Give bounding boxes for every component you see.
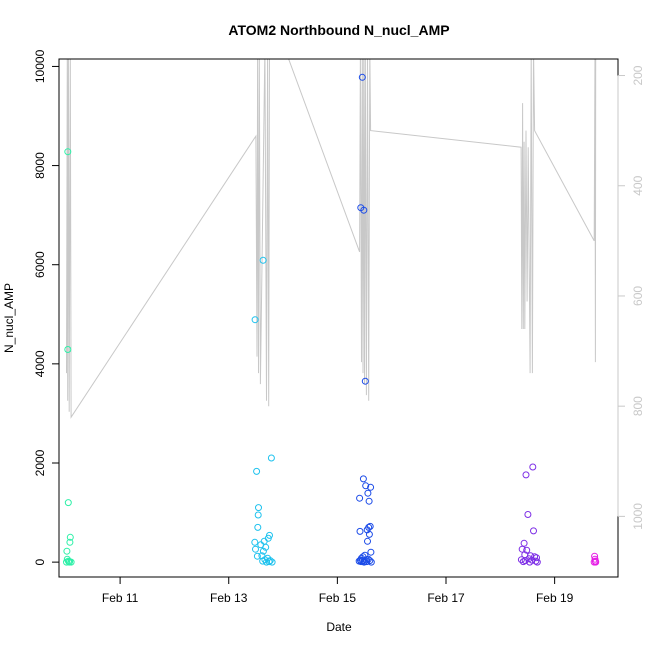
y-tick-label: 2000 xyxy=(33,449,47,476)
data-point xyxy=(358,73,366,81)
data-point xyxy=(254,511,262,519)
x-tick-label: Feb 19 xyxy=(536,591,574,605)
data-point xyxy=(63,558,70,566)
x-tick-label: Feb 11 xyxy=(102,591,139,605)
data-point xyxy=(267,454,275,462)
plot-frame xyxy=(58,58,619,578)
data-point xyxy=(530,527,537,535)
y2-axis: 200 400 600 800 1000 xyxy=(617,65,645,530)
chart-title: ATOM2 Northbound N_nucl_AMP xyxy=(228,22,449,38)
y-tick-label: 0 xyxy=(33,558,47,565)
data-point xyxy=(64,499,72,507)
data-point xyxy=(357,558,365,566)
data-point xyxy=(252,545,259,553)
scatter-points xyxy=(63,73,600,566)
plot-area xyxy=(58,58,619,578)
data-point xyxy=(367,483,375,491)
y-tick-label: 4000 xyxy=(33,350,47,377)
data-point xyxy=(592,558,600,566)
data-point xyxy=(364,489,372,497)
data-point xyxy=(367,548,375,556)
y-tick-label: 8000 xyxy=(33,152,47,179)
data-point xyxy=(255,504,262,512)
data-point xyxy=(259,547,267,555)
y2-tick-label: 800 xyxy=(631,396,645,416)
data-point xyxy=(526,558,534,566)
y2-tick-label: 1000 xyxy=(631,503,645,530)
data-point xyxy=(254,523,262,531)
x-tick-label: Feb 15 xyxy=(319,591,357,605)
y2-tick-label: 600 xyxy=(631,286,645,306)
data-point xyxy=(259,256,267,264)
x-axis-label: Date xyxy=(326,620,352,634)
y-axis-label: N_nucl_AMP xyxy=(2,283,16,353)
data-point xyxy=(356,494,364,502)
data-point xyxy=(63,547,71,555)
data-point xyxy=(523,546,531,554)
data-point xyxy=(266,557,274,565)
data-point xyxy=(251,316,259,324)
data-point xyxy=(262,543,270,551)
data-point xyxy=(64,148,72,156)
data-point xyxy=(360,206,368,214)
data-point xyxy=(356,527,364,535)
y-axis: 0 2000 4000 6000 8000 10000 xyxy=(33,49,60,565)
y-tick-label: 10000 xyxy=(33,49,47,83)
y2-tick-label: 200 xyxy=(631,65,645,85)
data-point xyxy=(518,545,526,553)
y2-tick-label: 400 xyxy=(631,175,645,195)
data-point xyxy=(253,552,261,560)
data-point xyxy=(365,530,373,538)
data-point xyxy=(522,471,530,479)
data-point xyxy=(520,539,528,547)
x-axis: Feb 11 Feb 13 Feb 15 Feb 17 Feb 19 xyxy=(102,576,574,605)
data-point xyxy=(367,558,375,566)
data-point xyxy=(66,533,74,541)
data-point xyxy=(361,377,369,385)
secondary-series-line xyxy=(66,59,597,419)
data-point xyxy=(263,558,270,566)
data-point xyxy=(529,463,537,471)
data-point xyxy=(66,558,74,566)
data-point xyxy=(251,538,259,546)
data-point xyxy=(260,537,268,545)
data-point xyxy=(533,558,541,566)
data-point xyxy=(66,538,74,546)
data-point xyxy=(64,346,72,353)
data-point xyxy=(517,556,525,564)
data-point xyxy=(253,467,261,475)
data-point xyxy=(362,482,370,490)
data-point xyxy=(365,497,373,505)
data-point xyxy=(359,475,367,483)
y-tick-label: 6000 xyxy=(33,251,47,278)
data-point xyxy=(360,558,368,566)
data-point xyxy=(524,511,532,518)
x-tick-label: Feb 17 xyxy=(427,591,465,605)
data-point xyxy=(364,537,371,545)
data-point xyxy=(265,558,273,566)
x-tick-label: Feb 13 xyxy=(210,591,248,605)
